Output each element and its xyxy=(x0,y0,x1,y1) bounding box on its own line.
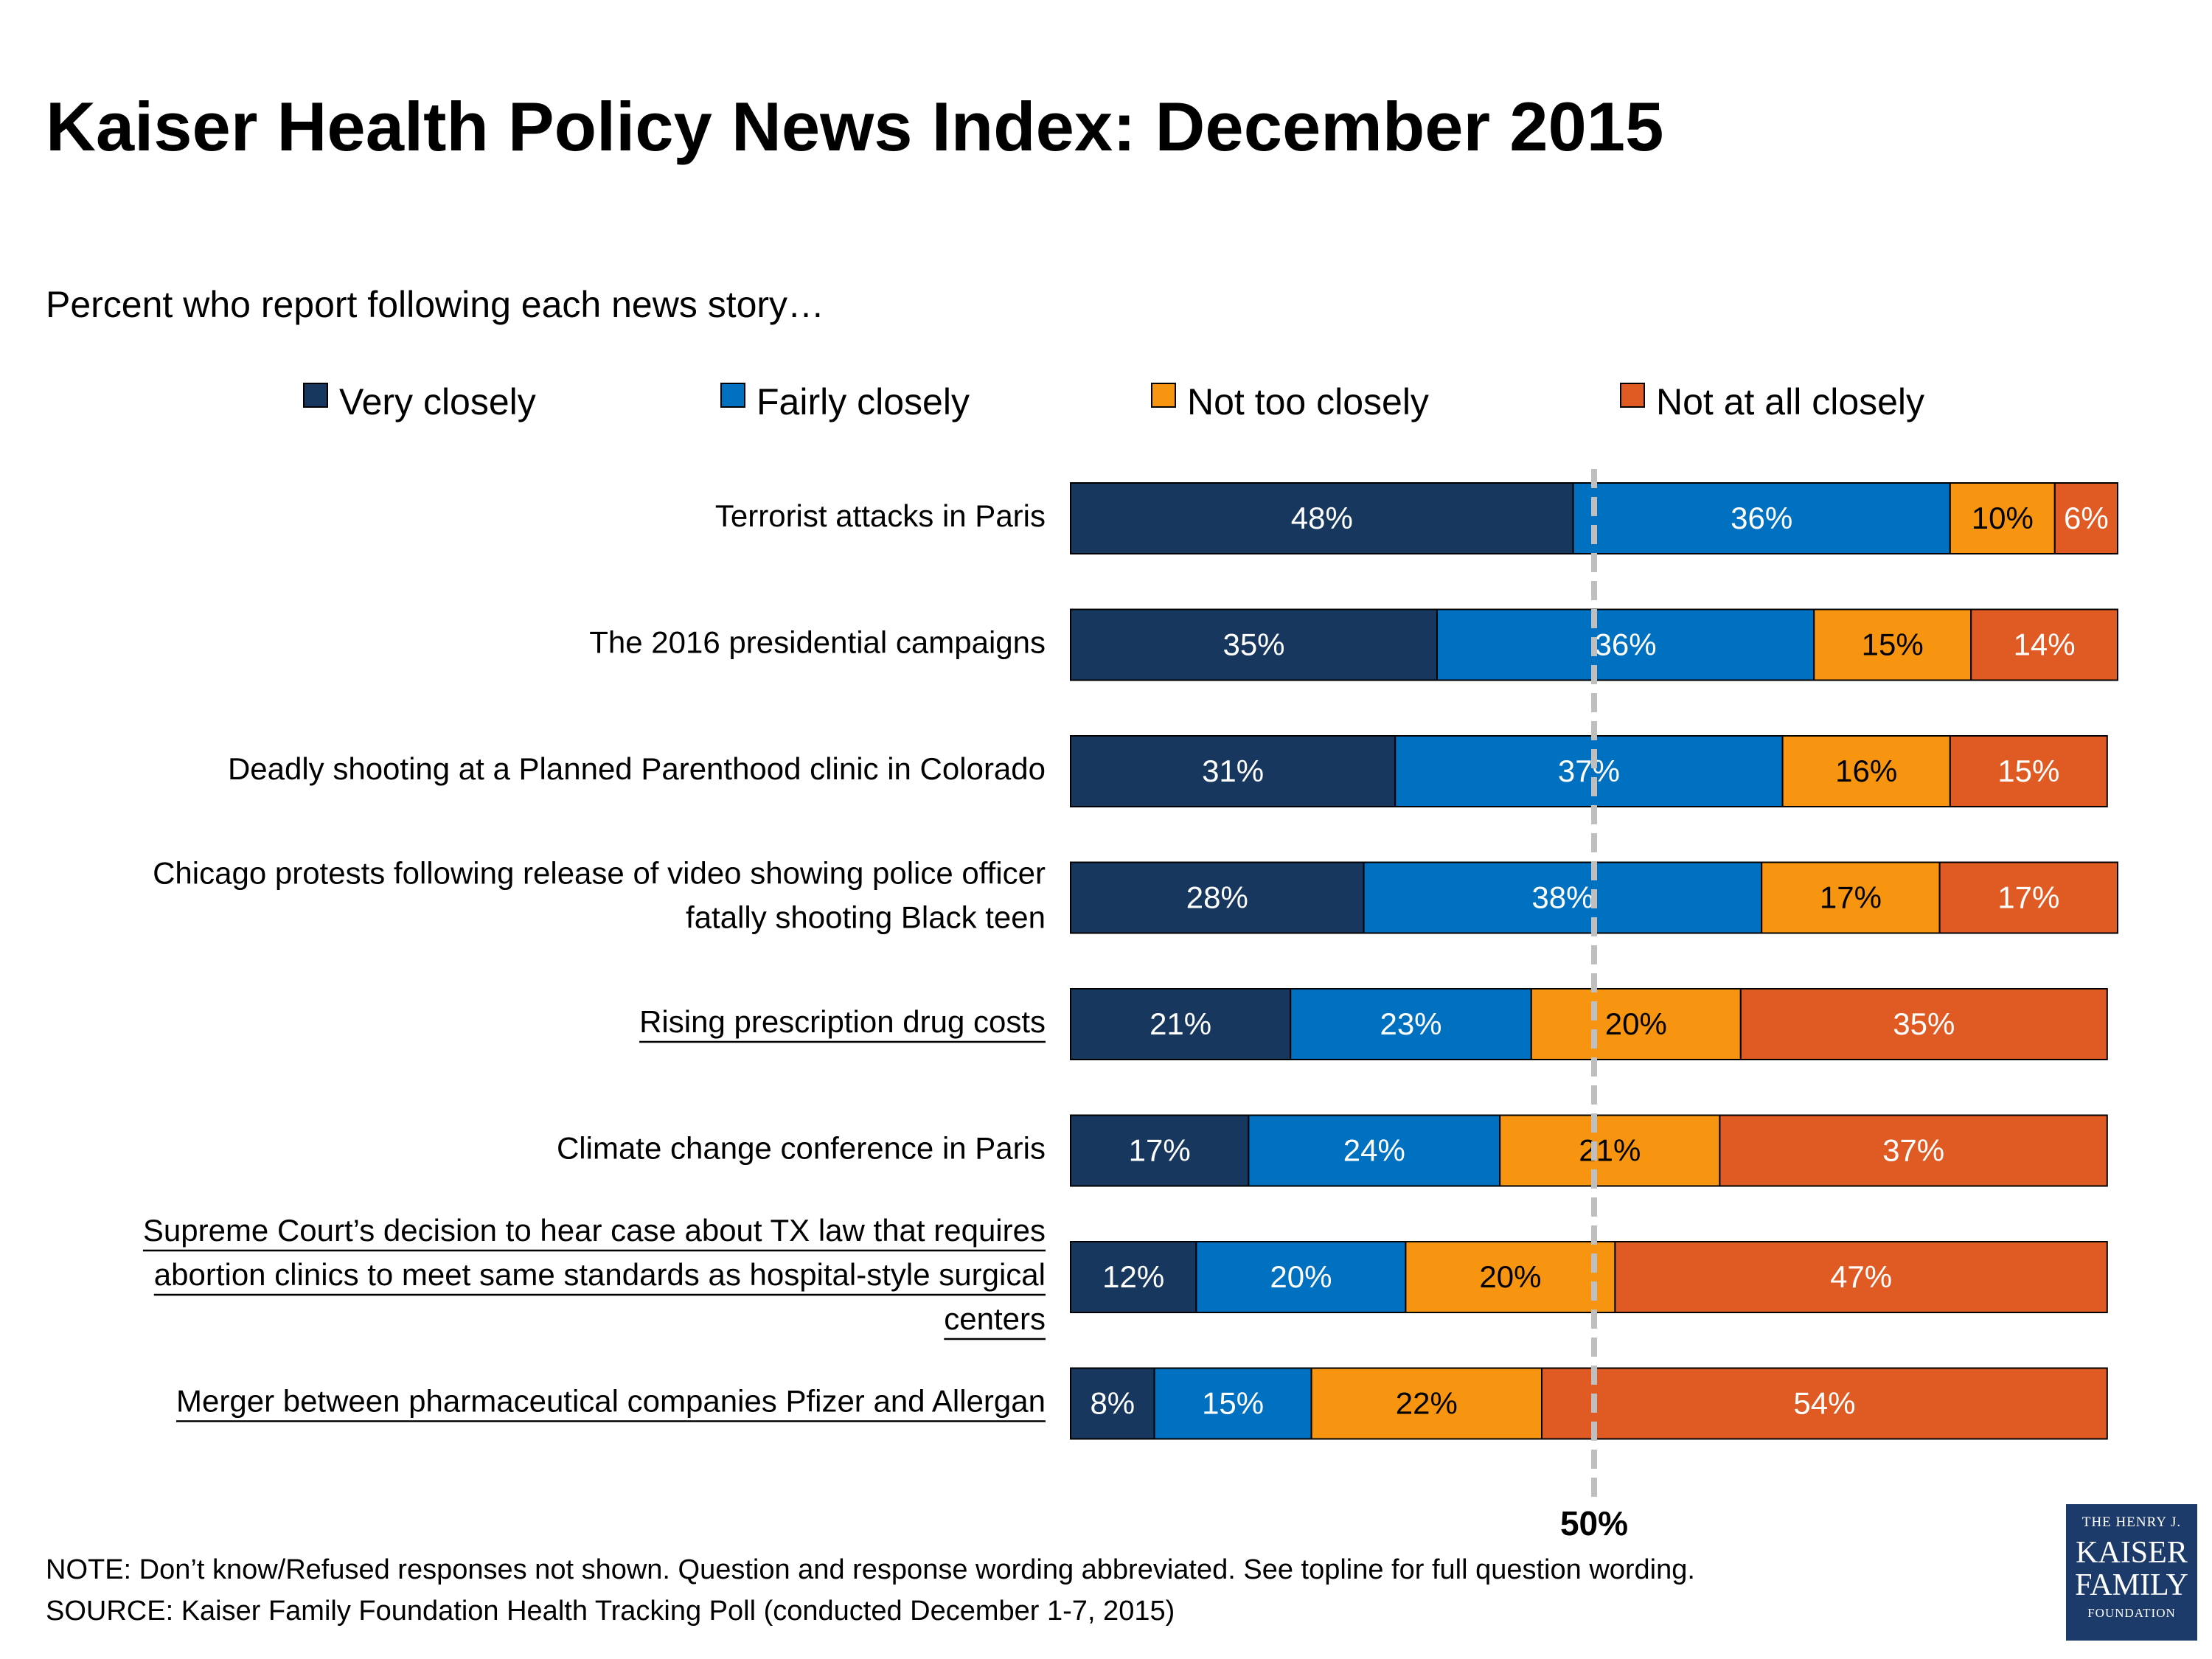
bar-segment xyxy=(1070,1367,1155,1440)
legend-label: Not at all closely xyxy=(1656,381,1924,422)
bar-segment xyxy=(1436,608,1815,681)
legend-swatch xyxy=(303,383,328,408)
bar-segment xyxy=(1248,1114,1501,1187)
category-label: The 2016 presidential campaigns xyxy=(589,625,1046,660)
data-label: 16% xyxy=(1835,754,1897,788)
data-label: 24% xyxy=(1343,1133,1405,1168)
bar-segment xyxy=(1070,1241,1197,1313)
data-label: 35% xyxy=(1222,627,1284,662)
category-label: Chicago protests following release of vi… xyxy=(153,856,1046,891)
bar-segment xyxy=(1499,1114,1721,1187)
data-label: 21% xyxy=(1150,1006,1211,1041)
data-label: 17% xyxy=(1997,880,2059,915)
bar-segment xyxy=(1070,735,1397,807)
category-label: Terrorist attacks in Paris xyxy=(715,498,1046,533)
data-label: 15% xyxy=(1202,1386,1264,1421)
data-label: 8% xyxy=(1090,1386,1135,1421)
data-label: 20% xyxy=(1605,1006,1667,1041)
bar-segment xyxy=(1719,1114,2108,1187)
bar-segment xyxy=(1938,861,2119,934)
bar-segment xyxy=(1970,608,2118,681)
data-label: 6% xyxy=(2064,501,2109,535)
bar-segment xyxy=(1781,735,1951,807)
legend-swatch xyxy=(1151,383,1176,408)
legend-swatch xyxy=(1620,383,1645,408)
chart-title: Kaiser Health Policy News Index: Decembe… xyxy=(46,88,1664,165)
data-label: 17% xyxy=(1129,1133,1191,1168)
data-label: 47% xyxy=(1830,1259,1892,1294)
source-text: SOURCE: Kaiser Family Foundation Health … xyxy=(46,1596,1175,1627)
bar-segment xyxy=(1070,1114,1250,1187)
legend-label: Not too closely xyxy=(1187,381,1429,422)
legend-label: Fairly closely xyxy=(757,381,970,422)
data-label: 22% xyxy=(1396,1386,1458,1421)
category-label: centers xyxy=(944,1301,1046,1336)
logo-line-1: THE HENRY J. xyxy=(2081,1514,2182,1530)
data-label: 10% xyxy=(1972,501,2034,535)
bar-segment xyxy=(1739,988,2108,1060)
data-label: 36% xyxy=(1731,501,1792,535)
data-label: 15% xyxy=(1862,627,1924,662)
bar-segment xyxy=(1363,861,1763,934)
logo-line-2: KAISER xyxy=(2076,1536,2188,1570)
data-label: 37% xyxy=(1882,1133,1944,1168)
bar-segment xyxy=(1070,861,1365,934)
bar-segment xyxy=(1290,988,1532,1060)
note-text: NOTE: Don’t know/Refused responses not s… xyxy=(46,1554,1695,1585)
data-label: 31% xyxy=(1202,754,1264,788)
data-label: 23% xyxy=(1380,1006,1441,1041)
data-label: 21% xyxy=(1579,1133,1641,1168)
legend-item: Very closely xyxy=(303,381,536,422)
bar-segment xyxy=(1070,608,1438,681)
data-label: 15% xyxy=(1997,754,2059,788)
category-label: fatally shooting Black teen xyxy=(686,900,1046,935)
data-label: 14% xyxy=(2014,627,2076,662)
category-label: Rising prescription drug costs xyxy=(639,1004,1046,1039)
legend-item: Not at all closely xyxy=(1620,381,1924,422)
data-label: 20% xyxy=(1270,1259,1332,1294)
legend-item: Fairly closely xyxy=(720,381,970,422)
data-label: 35% xyxy=(1893,1006,1955,1041)
bar-segment xyxy=(1394,735,1784,807)
bar-segment xyxy=(1070,988,1292,1060)
chart-subtitle: Percent who report following each news s… xyxy=(46,284,825,325)
data-label: 36% xyxy=(1595,627,1657,662)
data-label: 48% xyxy=(1291,501,1353,535)
logo-line-3: FAMILY xyxy=(2075,1568,2188,1602)
data-label: 12% xyxy=(1102,1259,1164,1294)
bar-segment xyxy=(1541,1367,2108,1440)
legend-label: Very closely xyxy=(339,381,536,422)
reference-line-label: 50% xyxy=(1560,1504,1628,1543)
kff-logo: THE HENRY J. KAISER FAMILY FOUNDATION xyxy=(2066,1504,2197,1641)
data-label: 38% xyxy=(1531,880,1593,915)
logo-line-4: FOUNDATION xyxy=(2087,1606,2176,1620)
data-label: 54% xyxy=(1793,1386,1855,1421)
bar-segment xyxy=(1070,482,1574,554)
bar-segment xyxy=(1153,1367,1312,1440)
category-label: Supreme Court’s decision to hear case ab… xyxy=(143,1213,1046,1248)
category-label: Climate change conference in Paris xyxy=(557,1131,1046,1166)
category-label: abortion clinics to meet same standards … xyxy=(154,1257,1046,1292)
legend-swatch xyxy=(720,383,745,408)
category-label: Deadly shooting at a Planned Parenthood … xyxy=(228,751,1046,786)
data-label: 17% xyxy=(1820,880,1882,915)
bar-segment xyxy=(1949,735,2108,807)
bar-segment xyxy=(1195,1241,1407,1313)
bar-segment xyxy=(2053,482,2119,554)
bar-segment xyxy=(1813,608,1972,681)
data-label: 37% xyxy=(1558,754,1620,788)
data-label: 28% xyxy=(1186,880,1248,915)
category-label: Merger between pharmaceutical companies … xyxy=(176,1384,1046,1419)
bar-segment xyxy=(1614,1241,2108,1313)
legend-item: Not too closely xyxy=(1151,381,1429,422)
data-label: 20% xyxy=(1479,1259,1541,1294)
